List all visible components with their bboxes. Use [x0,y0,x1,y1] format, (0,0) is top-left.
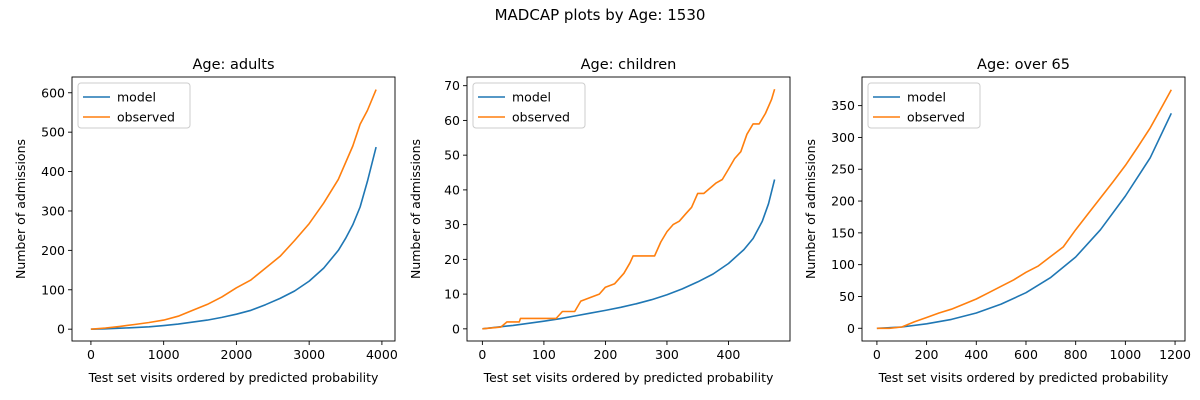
x-tick-label: 200 [593,347,617,362]
legend-label-model: model [512,90,551,105]
x-axis-label: Test set visits ordered by predicted pro… [88,370,379,385]
series-line-model [482,179,776,330]
x-tick-label: 100 [532,347,556,362]
y-tick-label: 100 [41,282,65,297]
legend-label-observed: observed [907,110,965,125]
legend-label-model: model [907,90,946,105]
panel-title: Age: over 65 [977,57,1070,73]
x-tick-label: 200 [915,347,939,362]
y-tick-label: 400 [41,164,65,179]
y-tick-label: 200 [831,194,855,209]
x-tick-label: 0 [873,347,881,362]
y-tick-label: 200 [41,243,65,258]
y-tick-label: 150 [831,225,855,240]
y-tick-label: 300 [831,130,855,145]
x-axis-label: Test set visits ordered by predicted pro… [878,370,1169,385]
chart-panel-2: 0 100 200 300 400 0 10 20 30 40 50 60 70 Age: childre… [408,57,791,385]
x-tick-label: 0 [478,347,486,362]
y-tick-label: 60 [444,113,460,128]
x-tick-label: 1200 [1159,347,1191,362]
plot-frame [861,76,1186,342]
y-tick-label: 50 [839,289,855,304]
y-tick-label: 300 [41,203,65,218]
y-tick-label: 40 [444,182,460,197]
y-tick-label: 70 [444,78,460,93]
x-tick-label: 800 [1064,347,1088,362]
y-tick-label: 30 [444,217,460,232]
y-tick-label: 50 [444,148,460,163]
y-tick-label: 600 [41,85,65,100]
y-tick-label: 0 [452,321,460,336]
y-axis-label: Number of admissions [13,139,28,279]
y-axis-label: Number of admissions [408,139,423,279]
x-tick-label: 4000 [366,347,398,362]
y-tick-label: 10 [444,287,460,302]
series-line-observed [482,88,776,330]
series-line-model [90,146,377,330]
y-axis-label: Number of admissions [803,139,818,279]
legend-label-model: model [117,90,156,105]
x-tick-label: 2000 [221,347,253,362]
y-tick-label: 350 [831,98,855,113]
panel-title: Age: children [581,57,677,73]
plot-frame [71,76,396,342]
x-axis-label: Test set visits ordered by predicted pro… [483,370,774,385]
figure-title: MADCAP plots by Age: 1530 [495,6,706,24]
legend: model observed [867,82,981,129]
y-tick-label: 500 [41,125,65,140]
legend-label-observed: observed [512,110,570,125]
y-tick-label: 250 [831,162,855,177]
x-tick-label: 3000 [293,347,325,362]
plot-frame [466,76,791,342]
x-tick-label: 1000 [1109,347,1141,362]
chart-panel-3: 0 200 400 600 800 1000 1200 0 50 100 150 200 250 300 3… [803,57,1191,385]
series-line-model [876,112,1173,330]
y-tick-label: 0 [57,322,65,337]
legend: model observed [77,82,191,129]
x-tick-label: 400 [964,347,988,362]
y-tick-label: 20 [444,252,460,267]
x-tick-label: 300 [655,347,679,362]
x-tick-label: 600 [1014,347,1038,362]
x-tick-label: 400 [717,347,741,362]
legend: model observed [472,82,586,129]
y-tick-label: 100 [831,257,855,272]
chart-panel-1: 0 1000 2000 3000 4000 0 100 200 300 400 500 600 Age:… [13,57,398,385]
legend-label-observed: observed [117,110,175,125]
series-line-observed [876,89,1173,330]
x-tick-label: 1000 [148,347,180,362]
panel-title: Age: adults [192,57,274,73]
x-tick-label: 0 [87,347,95,362]
y-tick-label: 0 [847,321,855,336]
series-line-observed [90,89,377,330]
